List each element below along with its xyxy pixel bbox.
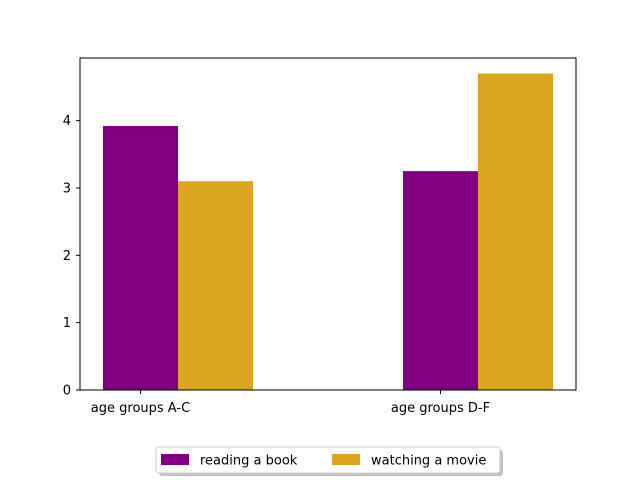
legend: reading a book watching a movie (155, 446, 503, 476)
y-tick-label: 2 (63, 249, 71, 264)
x-tick-label: age groups D-F (391, 401, 490, 416)
legend-label: watching a movie (371, 454, 486, 469)
x-tick-label: age groups A-C (91, 401, 190, 416)
bar-reading-a-book-0 (103, 126, 178, 390)
bars-layer (103, 73, 553, 391)
y-tick-label: 1 (63, 316, 71, 331)
plot-area-frame (79, 57, 577, 391)
y-tick-label: 0 (63, 384, 71, 399)
legend-box (155, 446, 501, 474)
legend-label: reading a book (200, 454, 298, 469)
legend-swatch (332, 454, 360, 465)
x-axis: age groups A-C age groups D-F (91, 390, 490, 416)
bar-watching-a-movie-1 (478, 73, 553, 391)
y-tick-label: 4 (63, 114, 71, 129)
bar-reading-a-book-1 (403, 171, 478, 390)
bar-watching-a-movie-0 (178, 181, 253, 390)
y-tick-label: 3 (63, 181, 71, 196)
legend-swatch (161, 454, 189, 465)
y-axis: 0 1 2 3 4 (63, 114, 80, 399)
